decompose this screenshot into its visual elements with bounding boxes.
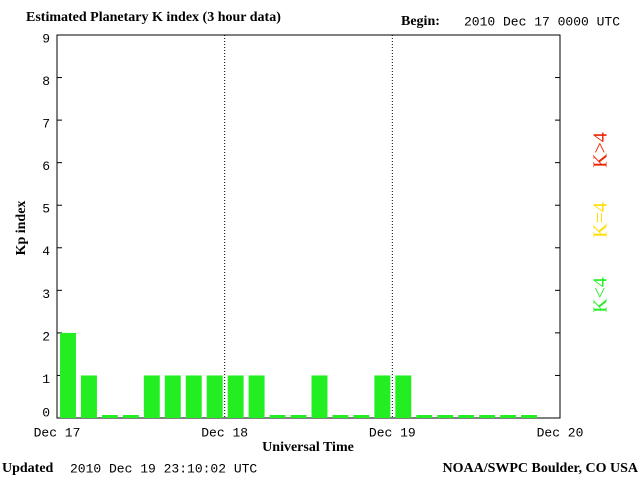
bar bbox=[311, 375, 328, 418]
x-axis-label: Universal Time bbox=[262, 440, 354, 455]
y-tick-label: 7 bbox=[42, 117, 50, 132]
x-tick-label: Dec 19 bbox=[369, 425, 416, 440]
bar bbox=[164, 375, 181, 418]
plot-frame bbox=[56, 34, 561, 419]
bar bbox=[185, 375, 202, 418]
y-tick-label: 3 bbox=[42, 287, 50, 302]
bar bbox=[500, 415, 517, 418]
bar bbox=[80, 375, 97, 418]
y-tick-label: 9 bbox=[42, 31, 50, 46]
bar bbox=[332, 415, 349, 418]
bar bbox=[101, 415, 118, 418]
bar bbox=[374, 375, 391, 418]
bar bbox=[437, 415, 454, 418]
source: NOAA/SWPC Boulder, CO USA bbox=[442, 461, 638, 476]
bar bbox=[290, 415, 307, 418]
y-tick-label: 4 bbox=[42, 244, 50, 259]
legend-entry: K>4 bbox=[590, 132, 612, 168]
bar bbox=[479, 415, 496, 418]
y-tick-label: 1 bbox=[42, 372, 50, 387]
y-tick-label: 8 bbox=[42, 74, 50, 89]
bar bbox=[60, 332, 76, 418]
y-axis-label: Kp index bbox=[14, 201, 29, 256]
legend-entry: K<4 bbox=[590, 277, 612, 313]
legend-entry: K=4 bbox=[590, 202, 612, 238]
bar bbox=[458, 415, 475, 418]
bar bbox=[269, 415, 286, 418]
bar bbox=[227, 375, 244, 418]
x-tick-label: Dec 17 bbox=[34, 425, 81, 440]
updated-date: 2010 Dec 19 23:10:02 UTC bbox=[70, 461, 257, 476]
bar bbox=[122, 415, 139, 418]
begin-label: Begin: bbox=[401, 14, 440, 29]
bar bbox=[206, 375, 223, 418]
x-tick-label: Dec 18 bbox=[201, 425, 248, 440]
y-tick-label: 5 bbox=[42, 202, 50, 217]
bar bbox=[395, 375, 412, 418]
y-tick-label: 0 bbox=[42, 405, 50, 420]
x-tick-label: Dec 20 bbox=[537, 425, 584, 440]
bar bbox=[248, 375, 265, 418]
y-tick-label: 2 bbox=[42, 329, 50, 344]
bar bbox=[521, 415, 538, 418]
updated-label: Updated bbox=[2, 461, 54, 476]
bar bbox=[353, 415, 370, 418]
y-tick-label: 6 bbox=[42, 159, 50, 174]
begin-date: 2010 Dec 17 0000 UTC bbox=[464, 14, 620, 29]
chart-title: Estimated Planetary K index (3 hour data… bbox=[26, 10, 281, 25]
bar bbox=[416, 415, 433, 418]
bar bbox=[143, 375, 160, 418]
